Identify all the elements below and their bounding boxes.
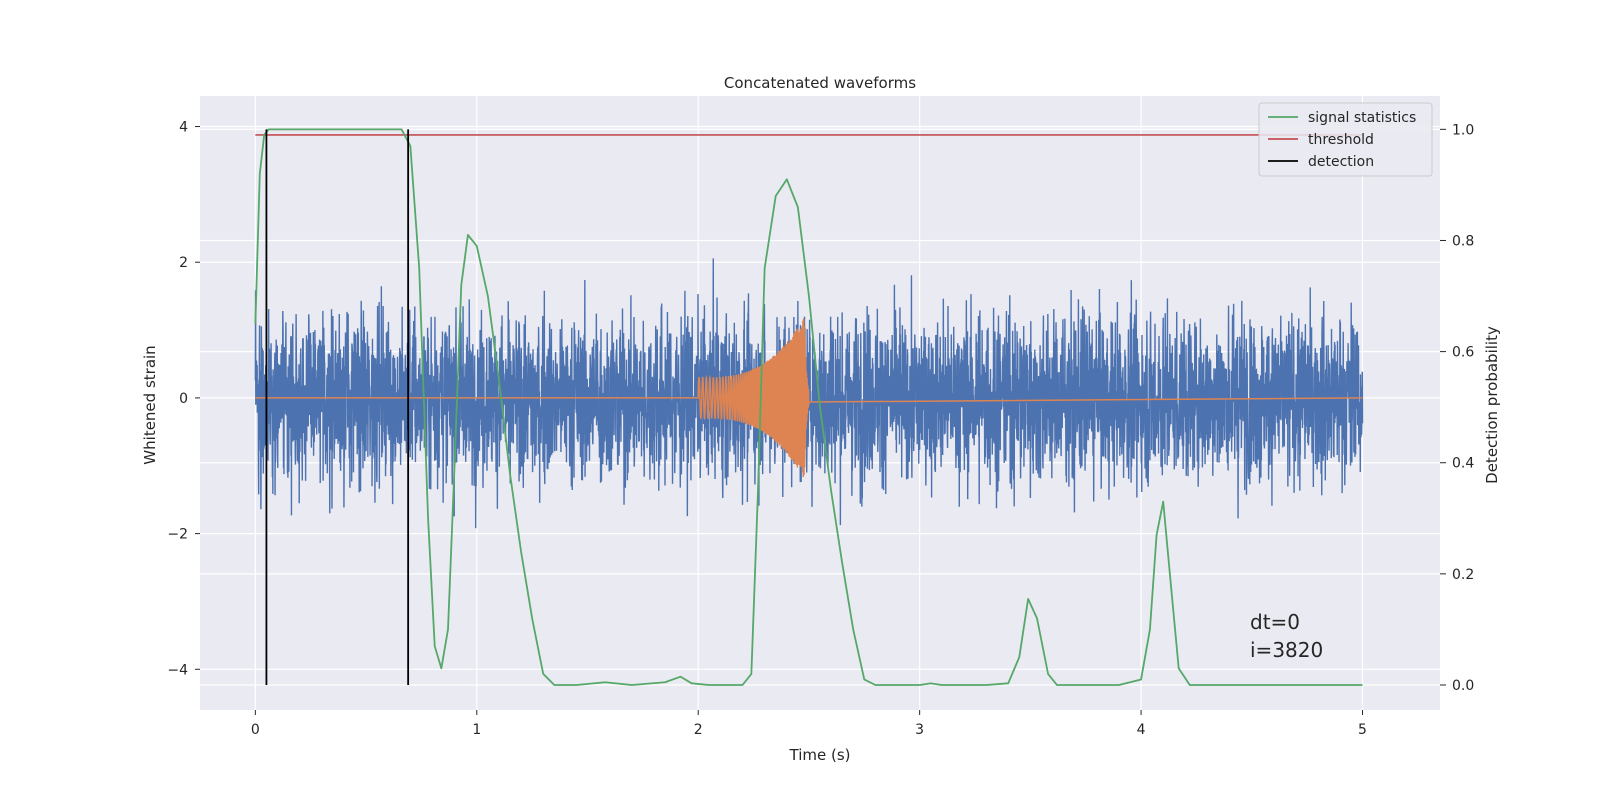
legend-box [1258, 102, 1433, 177]
y-right-tick-label: 0.8 [1452, 233, 1474, 249]
x-tick-label: 5 [1358, 722, 1367, 738]
y-right-tick-label: 1.0 [1452, 122, 1474, 138]
y-right-tick-label: 0.0 [1452, 678, 1474, 694]
injected-waveform-line [255, 318, 1363, 478]
y-right-tick-label: 0.6 [1452, 345, 1474, 361]
x-tick-label: 2 [694, 722, 703, 738]
legend-label-signal-statistics: signal statistics [1308, 110, 1416, 126]
y-tick-label: 2 [179, 255, 188, 271]
y-tick-label: −4 [167, 662, 188, 678]
x-tick-label: 0 [251, 722, 260, 738]
x-tick-label: 3 [915, 722, 924, 738]
x-tick-label: 4 [1137, 722, 1146, 738]
y-right-tick-label: 0.4 [1452, 456, 1474, 472]
y-tick-label: −2 [167, 527, 188, 543]
legend: signal statistics threshold detection [1258, 102, 1433, 177]
strain-noise-line [254, 258, 1364, 529]
axis-ticks: 0 1 2 3 4 5 −4 −2 0 2 4 0.0 0.2 0.4 0.6 0.8 1.0 [167, 120, 1474, 738]
x-axis-label: Time (s) [789, 746, 851, 764]
chart-title: Concatenated waveforms [724, 74, 916, 92]
y-axis-label: Whitened strain [141, 345, 159, 464]
y-axis-right-label: Detection probability [1483, 326, 1501, 484]
plot-marks [254, 128, 1364, 686]
y-right-tick-label: 0.2 [1452, 567, 1474, 583]
legend-label-detection: detection [1308, 154, 1374, 170]
y-tick-label: 4 [179, 120, 188, 136]
signal-statistics-line [254, 128, 1363, 686]
annotation-dt: dt=0 [1250, 610, 1300, 634]
annotation-group: dt=0 i=3820 [1250, 610, 1323, 662]
x-tick-label: 1 [472, 722, 481, 738]
legend-label-threshold: threshold [1308, 132, 1374, 148]
y-tick-label: 0 [179, 391, 188, 407]
annotation-i: i=3820 [1250, 638, 1323, 662]
